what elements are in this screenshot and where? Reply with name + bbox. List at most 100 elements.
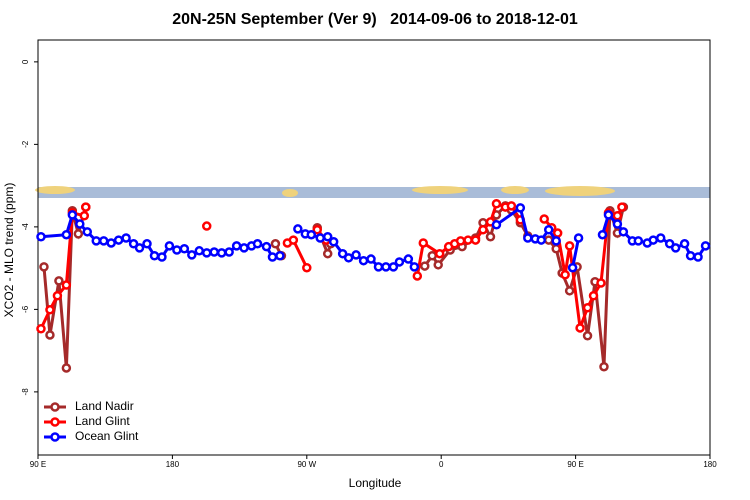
point	[239, 243, 249, 253]
point	[358, 255, 369, 266]
point	[343, 253, 354, 263]
point	[128, 239, 139, 249]
point	[573, 233, 584, 243]
point	[113, 235, 124, 245]
point	[409, 262, 420, 272]
point	[693, 252, 703, 262]
point	[478, 225, 488, 235]
point	[275, 251, 285, 261]
point	[394, 257, 405, 267]
point	[373, 262, 384, 272]
point	[582, 302, 593, 313]
point	[564, 286, 575, 296]
point	[261, 241, 272, 252]
point	[231, 241, 242, 251]
point	[121, 233, 131, 243]
point	[322, 248, 333, 259]
point	[224, 247, 234, 257]
point	[648, 235, 659, 245]
point	[61, 229, 72, 240]
ocean-band	[38, 187, 710, 198]
point	[618, 227, 629, 237]
legend-label: Land Nadir	[75, 399, 134, 413]
point	[187, 250, 197, 260]
point	[39, 262, 49, 272]
point	[54, 276, 64, 286]
point	[201, 221, 212, 231]
point	[179, 243, 190, 254]
point	[491, 199, 502, 209]
point	[45, 305, 55, 315]
point	[328, 236, 339, 247]
point	[288, 235, 299, 245]
point	[216, 248, 227, 258]
point	[403, 254, 414, 264]
legend-marker	[50, 432, 60, 442]
x-tick-label: 90 E	[30, 460, 46, 469]
y-axis-label: XCO2 - MLO trend (ppm)	[2, 183, 16, 318]
point	[700, 241, 711, 251]
y-tick-label: -8	[21, 388, 30, 396]
point	[612, 210, 623, 221]
point	[381, 262, 391, 272]
point	[515, 203, 526, 213]
x-tick-label: 180	[166, 460, 180, 469]
point	[73, 229, 84, 239]
point	[420, 261, 430, 271]
land	[412, 186, 468, 194]
point	[670, 243, 681, 253]
point	[597, 229, 608, 240]
point	[655, 233, 666, 243]
point	[617, 202, 627, 212]
point	[302, 262, 312, 273]
point	[306, 229, 317, 240]
land	[35, 186, 75, 194]
point	[82, 227, 93, 237]
point	[270, 239, 281, 249]
point	[149, 251, 160, 261]
point	[91, 236, 101, 246]
point	[315, 233, 325, 243]
point	[582, 331, 593, 341]
point	[36, 232, 46, 242]
series-line	[42, 203, 625, 369]
point	[418, 238, 429, 248]
point	[36, 324, 46, 334]
point	[470, 235, 481, 245]
point	[61, 363, 72, 373]
point	[596, 278, 606, 288]
point	[351, 250, 361, 260]
legend-marker	[50, 402, 60, 412]
series-line	[39, 201, 624, 330]
point	[543, 235, 554, 245]
point	[52, 291, 63, 301]
point	[685, 251, 696, 261]
point	[45, 330, 55, 340]
point	[134, 243, 145, 253]
x-tick-label: 90 E	[567, 460, 583, 469]
point	[157, 252, 167, 262]
point	[322, 232, 333, 242]
y-tick-label: 0	[21, 59, 30, 64]
point	[664, 239, 675, 249]
point	[455, 236, 466, 246]
land	[501, 186, 529, 194]
x-tick-label: 90 W	[297, 460, 316, 469]
point	[551, 236, 561, 246]
point	[603, 210, 614, 220]
point	[67, 210, 78, 220]
point	[434, 248, 445, 259]
land	[282, 189, 298, 197]
point	[412, 271, 423, 281]
x-tick-label: 180	[703, 460, 717, 469]
point	[599, 361, 609, 372]
point	[209, 247, 219, 257]
point	[293, 224, 303, 234]
point	[523, 233, 533, 243]
point	[267, 252, 278, 262]
point	[75, 219, 85, 229]
point	[575, 323, 585, 333]
point	[564, 241, 575, 251]
point	[536, 235, 547, 245]
point	[552, 228, 563, 238]
